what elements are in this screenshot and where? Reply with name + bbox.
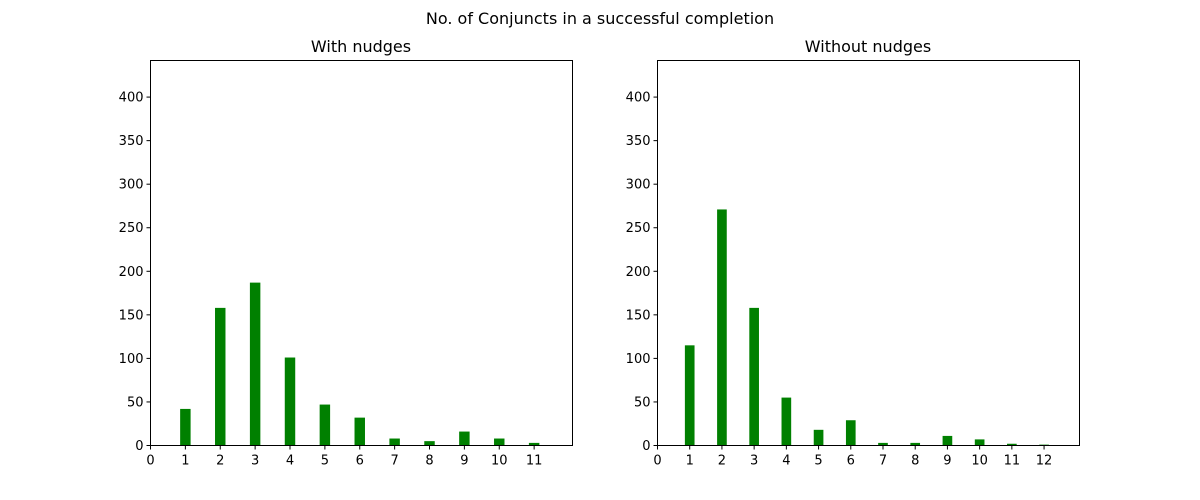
x-tick-label: 9 (943, 454, 951, 469)
x-tick-label: 0 (653, 454, 661, 469)
figure-suptitle: No. of Conjuncts in a successful complet… (426, 9, 774, 28)
bar (215, 307, 226, 446)
y-tick-label: 350 (626, 134, 651, 149)
bar (389, 438, 400, 446)
x-tick-label: 7 (879, 454, 887, 469)
bar-series (684, 209, 1049, 446)
x-tick-label: 1 (181, 454, 189, 469)
x-tick-label: 4 (782, 454, 790, 469)
y-tick-label: 250 (119, 221, 144, 236)
x-tick-label: 11 (1004, 454, 1021, 469)
bar-series (180, 282, 540, 446)
y-tick-label: 150 (626, 308, 651, 323)
x-tick-label: 11 (526, 454, 543, 469)
x-tick-label: 5 (321, 454, 329, 469)
bar (813, 429, 824, 446)
x-tick-label: 8 (425, 454, 433, 469)
bar (684, 345, 695, 446)
bar (910, 442, 921, 446)
y-tick-label: 0 (642, 439, 650, 454)
y-tick-label: 200 (626, 265, 651, 280)
y-tick-label: 200 (119, 265, 144, 280)
y-axis: 0 50 100 150 200 250 300 350 400 (119, 91, 151, 454)
bar (424, 441, 435, 446)
y-axis: 0 50 100 150 200 250 300 350 400 (626, 91, 658, 454)
bar (284, 357, 296, 446)
chart-title: Without nudges (805, 37, 931, 56)
y-tick-label: 100 (119, 352, 144, 367)
x-tick-label: 6 (356, 454, 364, 469)
plot-frame (150, 60, 573, 446)
x-tick-label: 6 (847, 454, 855, 469)
x-tick-label: 4 (286, 454, 294, 469)
y-tick-label: 50 (634, 395, 651, 410)
x-tick-label: 3 (251, 454, 259, 469)
bar (781, 397, 792, 446)
x-tick-label: 10 (971, 454, 988, 469)
x-tick-label: 0 (146, 454, 154, 469)
x-tick-label: 8 (911, 454, 919, 469)
chart-title: With nudges (311, 37, 411, 56)
bar (459, 431, 470, 446)
y-tick-label: 300 (119, 178, 144, 193)
x-tick-label: 9 (460, 454, 468, 469)
x-axis: 0 1 2 3 4 5 6 7 8 9 10 11 12 (653, 445, 1053, 469)
chart-panel-without-nudges: Without nudges 0 1 2 3 4 5 6 7 8 9 10 11 12 05010015… (626, 37, 1080, 469)
bar (845, 420, 856, 446)
x-tick-label: 2 (216, 454, 224, 469)
y-tick-label: 250 (626, 221, 651, 236)
bar (354, 417, 365, 446)
bar (528, 442, 540, 446)
y-tick-label: 400 (626, 91, 651, 106)
x-axis: 0 1 2 3 4 5 6 7 8 9 10 11 (146, 445, 543, 469)
x-tick-label: 12 (1036, 454, 1053, 469)
bar (974, 439, 985, 446)
y-tick-label: 300 (626, 178, 651, 193)
bar (319, 404, 331, 446)
x-tick-label: 10 (491, 454, 508, 469)
chart-panel-with-nudges: With nudges 0 1 2 3 4 5 6 7 8 9 10 11 0 50 100 150 200 2… (119, 37, 573, 469)
bar (717, 209, 727, 446)
y-tick-label: 50 (127, 395, 144, 410)
x-tick-label: 5 (814, 454, 822, 469)
bar (878, 442, 888, 446)
bar (249, 282, 261, 446)
y-tick-label: 100 (626, 352, 651, 367)
y-tick-label: 150 (119, 308, 144, 323)
x-tick-label: 3 (750, 454, 758, 469)
bar (180, 408, 191, 446)
x-tick-label: 2 (718, 454, 726, 469)
y-tick-label: 350 (119, 134, 144, 149)
y-tick-label: 400 (119, 91, 144, 106)
x-tick-label: 1 (686, 454, 694, 469)
bar (494, 438, 505, 446)
bar (749, 307, 759, 446)
plot-frame (657, 60, 1080, 446)
y-tick-label: 0 (135, 439, 143, 454)
x-tick-label: 7 (390, 454, 398, 469)
bar (942, 435, 953, 446)
bar (1007, 443, 1017, 446)
